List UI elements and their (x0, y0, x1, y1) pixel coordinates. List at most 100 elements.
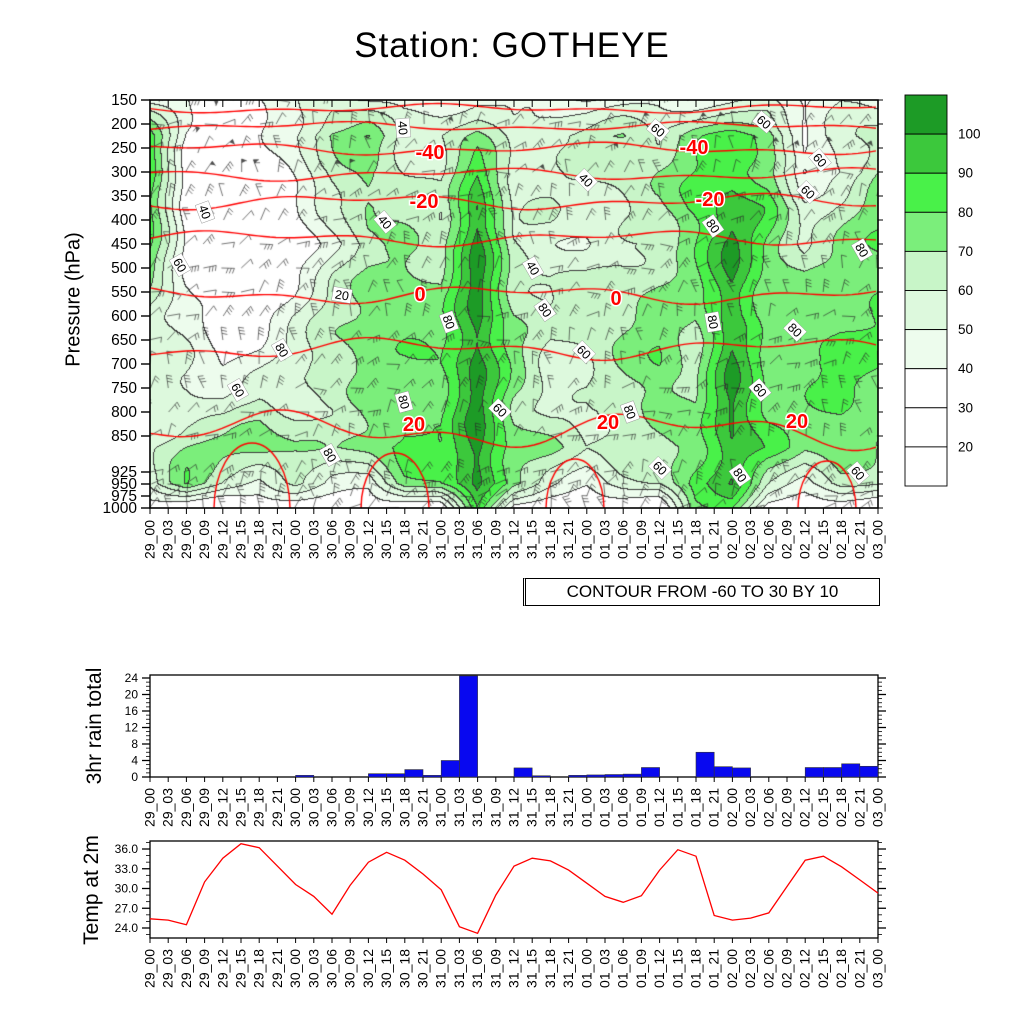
svg-text:30_18: 30_18 (396, 788, 412, 827)
svg-text:300: 300 (111, 164, 137, 181)
svg-text:33.0: 33.0 (115, 862, 139, 876)
svg-text:29_18: 29_18 (251, 788, 267, 827)
svg-text:60: 60 (650, 458, 670, 478)
svg-text:60: 60 (490, 400, 510, 420)
svg-text:01_09: 01_09 (633, 788, 649, 827)
svg-text:29_12: 29_12 (214, 949, 230, 988)
svg-text:01_15: 01_15 (669, 788, 685, 827)
rain-bar (422, 775, 442, 778)
svg-text:31_15: 31_15 (524, 949, 540, 988)
svg-text:0: 0 (610, 288, 621, 310)
svg-text:29_12: 29_12 (214, 788, 230, 827)
svg-text:31_12: 31_12 (506, 520, 522, 559)
svg-text:30_21: 30_21 (415, 788, 431, 827)
svg-text:30_06: 30_06 (324, 949, 340, 988)
svg-text:40: 40 (958, 361, 973, 376)
svg-text:31_06: 31_06 (469, 788, 485, 827)
svg-text:29_00: 29_00 (142, 520, 158, 559)
svg-text:30_09: 30_09 (342, 949, 358, 988)
svg-text:01_15: 01_15 (669, 520, 685, 559)
svg-text:31_00: 31_00 (433, 788, 449, 827)
svg-text:30_12: 30_12 (360, 520, 376, 559)
svg-text:30_03: 30_03 (305, 788, 321, 827)
svg-text:29_03: 29_03 (160, 520, 176, 559)
rain-bar (295, 775, 315, 778)
svg-text:03_00: 03_00 (870, 949, 886, 988)
svg-text:50: 50 (958, 322, 973, 337)
rain-bar (604, 774, 624, 778)
rain-bar (440, 760, 460, 778)
svg-text:01_18: 01_18 (688, 949, 704, 988)
svg-text:31_09: 31_09 (487, 788, 503, 827)
svg-text:24.0: 24.0 (115, 921, 139, 935)
colorbar: 100 90 80 70 60 50 40 30 20 (904, 94, 981, 487)
svg-text:24: 24 (125, 671, 139, 685)
rain-bar (713, 766, 733, 778)
svg-text:03_00: 03_00 (870, 788, 886, 827)
svg-text:-20: -20 (410, 191, 439, 213)
svg-text:350: 350 (111, 188, 137, 205)
svg-text:20: 20 (597, 412, 619, 434)
svg-text:31_09: 31_09 (487, 520, 503, 559)
svg-text:90: 90 (958, 166, 973, 181)
svg-text:31_06: 31_06 (469, 520, 485, 559)
svg-text:80: 80 (958, 205, 973, 220)
svg-text:29_09: 29_09 (196, 788, 212, 827)
rain-bar (823, 767, 842, 778)
svg-text:40: 40 (576, 170, 596, 190)
svg-text:01_03: 01_03 (597, 949, 613, 988)
svg-text:30_15: 30_15 (378, 520, 394, 559)
svg-text:02_21: 02_21 (851, 788, 867, 827)
svg-text:80: 80 (704, 314, 720, 330)
humidity-contour-canvas (150, 100, 878, 508)
svg-text:02_12: 02_12 (797, 788, 813, 827)
svg-text:800: 800 (111, 404, 137, 421)
svg-text:36.0: 36.0 (115, 842, 139, 856)
svg-text:4: 4 (131, 754, 138, 768)
svg-text:200: 200 (111, 116, 137, 133)
svg-text:0: 0 (131, 770, 138, 784)
svg-text:750: 750 (111, 380, 137, 397)
svg-text:29_06: 29_06 (178, 788, 194, 827)
rain-bar (622, 773, 642, 778)
svg-text:29_21: 29_21 (269, 788, 285, 827)
svg-text:29_15: 29_15 (233, 520, 249, 559)
svg-text:30.0: 30.0 (115, 882, 139, 896)
svg-text:60: 60 (574, 342, 594, 362)
svg-text:01_12: 01_12 (651, 788, 667, 827)
svg-text:80: 80 (272, 341, 291, 360)
svg-text:29_06: 29_06 (178, 520, 194, 559)
svg-text:80: 80 (703, 217, 722, 236)
rain-bar (641, 767, 660, 778)
svg-text:30_15: 30_15 (378, 949, 394, 988)
svg-text:02_03: 02_03 (742, 520, 758, 559)
svg-text:31_21: 31_21 (560, 520, 576, 559)
svg-text:60: 60 (958, 283, 973, 298)
svg-text:550: 550 (111, 284, 137, 301)
svg-text:02_15: 02_15 (815, 520, 831, 559)
svg-text:31_15: 31_15 (524, 520, 540, 559)
svg-text:31_15: 31_15 (524, 788, 540, 827)
svg-text:02_09: 02_09 (779, 520, 795, 559)
svg-text:60: 60 (228, 381, 247, 400)
svg-text:02_03: 02_03 (742, 788, 758, 827)
rain-bar (568, 775, 588, 778)
svg-text:01_12: 01_12 (651, 949, 667, 988)
svg-text:01_18: 01_18 (688, 520, 704, 559)
svg-text:1000: 1000 (103, 500, 138, 517)
svg-text:02_21: 02_21 (851, 949, 867, 988)
svg-text:01_09: 01_09 (633, 520, 649, 559)
svg-text:01_21: 01_21 (706, 949, 722, 988)
svg-text:20: 20 (125, 688, 139, 702)
svg-text:29_12: 29_12 (214, 520, 230, 559)
temp-chart: 24.0 27.0 30.0 33.0 36.0 29_00 29_03 29_06 29_09… (115, 840, 886, 988)
svg-text:01_00: 01_00 (578, 949, 594, 988)
rain-bar (459, 675, 478, 778)
svg-text:30_06: 30_06 (324, 788, 340, 827)
svg-text:01_06: 01_06 (615, 788, 631, 827)
svg-text:31_03: 31_03 (451, 520, 467, 559)
svg-text:02_03: 02_03 (742, 949, 758, 988)
svg-text:02_18: 02_18 (833, 788, 849, 827)
temp-axis-label: Temp at 2m (80, 835, 103, 945)
